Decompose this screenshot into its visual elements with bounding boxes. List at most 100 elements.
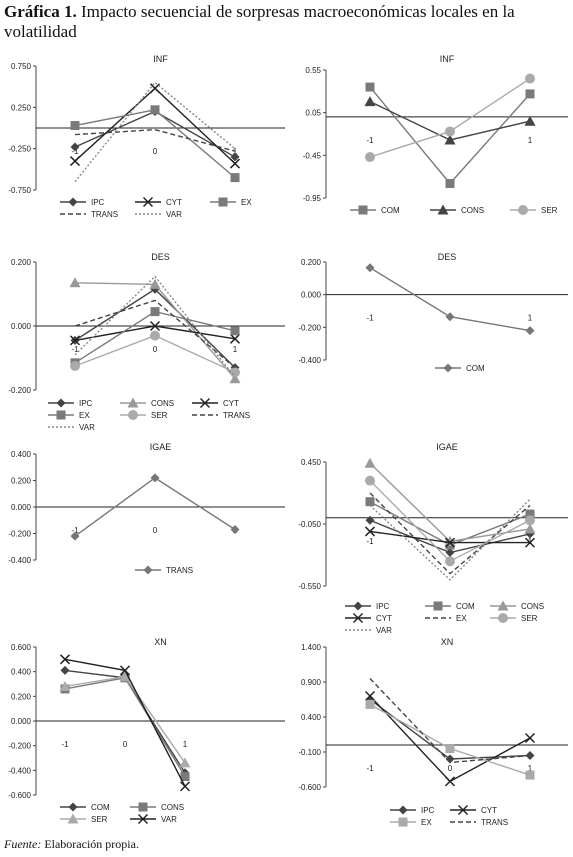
legend-label: EX [79,411,90,420]
legend-item: EX [390,817,432,827]
legend-marker [498,613,508,623]
data-point [365,152,375,163]
data-point [69,156,81,167]
legend-label: SER [91,815,108,824]
y-tick-label: 0.55 [305,66,321,75]
series-line [74,81,236,183]
data-point [445,548,455,558]
data-point [364,526,376,537]
legend-item: VAR [48,423,95,432]
series-cons [60,673,190,781]
data-point [525,529,535,539]
legend-marker [142,196,154,208]
y-tick-label: -0.250 [8,145,31,154]
y-tick-label: 0.400 [301,713,322,722]
y-tick-label: -0.400 [8,556,31,565]
x-tick-label: -1 [366,764,374,773]
chart-des-left: DES 0.200 0.000 -0.200 -1 0 1 IPC CONS CYT EX SER TR… [8,252,285,432]
legend-marker [56,398,66,408]
y-tick-label: 0.200 [11,258,32,267]
legend-item: CYT [345,612,392,624]
y-tick-label: 0.000 [11,503,32,512]
series-cyt [69,320,241,346]
legend-item: TRANS [135,565,193,575]
series-cons [364,96,536,145]
legend-item: EX [425,614,467,623]
series-ser [365,475,535,567]
legend-marker [358,205,368,215]
series-com [60,665,190,778]
y-tick-label: -0.600 [8,791,31,800]
legend-label: TRANS [166,566,193,575]
data-point [524,732,536,744]
data-point [59,654,71,665]
legend-marker [518,205,528,215]
data-point [70,361,80,371]
data-point [230,152,240,162]
data-point [365,515,375,525]
data-point [525,515,535,526]
y-tick-label: 0.200 [11,692,32,701]
legend-label: VAR [376,626,392,635]
data-point [150,105,160,115]
data-point [364,690,376,702]
chart-title: DES [151,252,170,262]
data-point [364,457,376,468]
legend-label: CYT [223,399,239,408]
y-tick-label: -0.100 [298,748,321,757]
legend-marker [68,802,78,812]
x-tick-label: -1 [71,345,79,354]
series-line [74,334,236,374]
data-point [445,178,455,188]
legend-item: COM [60,802,110,812]
x-tick-label: -1 [366,537,374,546]
x-tick-label: 0 [153,345,158,354]
legend-marker [127,397,139,408]
data-point [364,96,376,107]
y-tick-label: 0.750 [11,62,32,71]
chart-igae-right: IGAE0.450-0.050-0.550-101IPCCOMCONSCYTEX… [298,442,568,635]
legend-label: TRANS [223,411,250,420]
data-point [70,531,80,541]
data-point [445,126,455,137]
legend-marker [137,813,149,825]
legend-item: COM [350,205,400,215]
legend-item: TRANS [192,411,250,420]
y-tick-label: -0.400 [298,356,321,365]
legend-label: VAR [79,423,95,432]
data-point [149,83,161,94]
data-point [229,333,241,344]
data-point [70,142,80,152]
legend-label: IPC [91,198,105,207]
legend-label: COM [456,602,475,611]
legend-item: CYT [192,397,239,409]
data-point [444,134,456,145]
data-point [70,121,80,131]
data-point [525,89,535,99]
legend-label: SER [151,411,168,420]
y-tick-label: -0.550 [298,582,321,591]
data-point [365,497,375,507]
legend-marker [437,204,449,215]
legend-label: CYT [376,614,392,623]
data-point [445,754,455,764]
x-tick-label: -1 [71,526,79,535]
legend-marker [199,397,211,409]
legend-item: SER [60,813,108,824]
data-point [444,776,456,787]
y-tick-label: 0.400 [11,450,32,459]
legend-item: TRANS [60,210,118,219]
legend-label: SER [521,614,538,623]
legend-marker [353,601,363,611]
x-tick-label: 0 [153,526,158,535]
y-tick-label: -0.95 [303,194,322,203]
legend-item: IPC [345,601,390,611]
legend-label: CYT [481,806,497,815]
source-label: Fuente: [4,837,42,851]
legend-label: COM [381,206,400,215]
legend-item: IPC [60,197,105,207]
legend-marker [218,197,228,207]
chart-title: IGAE [150,442,172,452]
x-tick-label: 0 [153,147,158,156]
data-point [150,473,160,483]
